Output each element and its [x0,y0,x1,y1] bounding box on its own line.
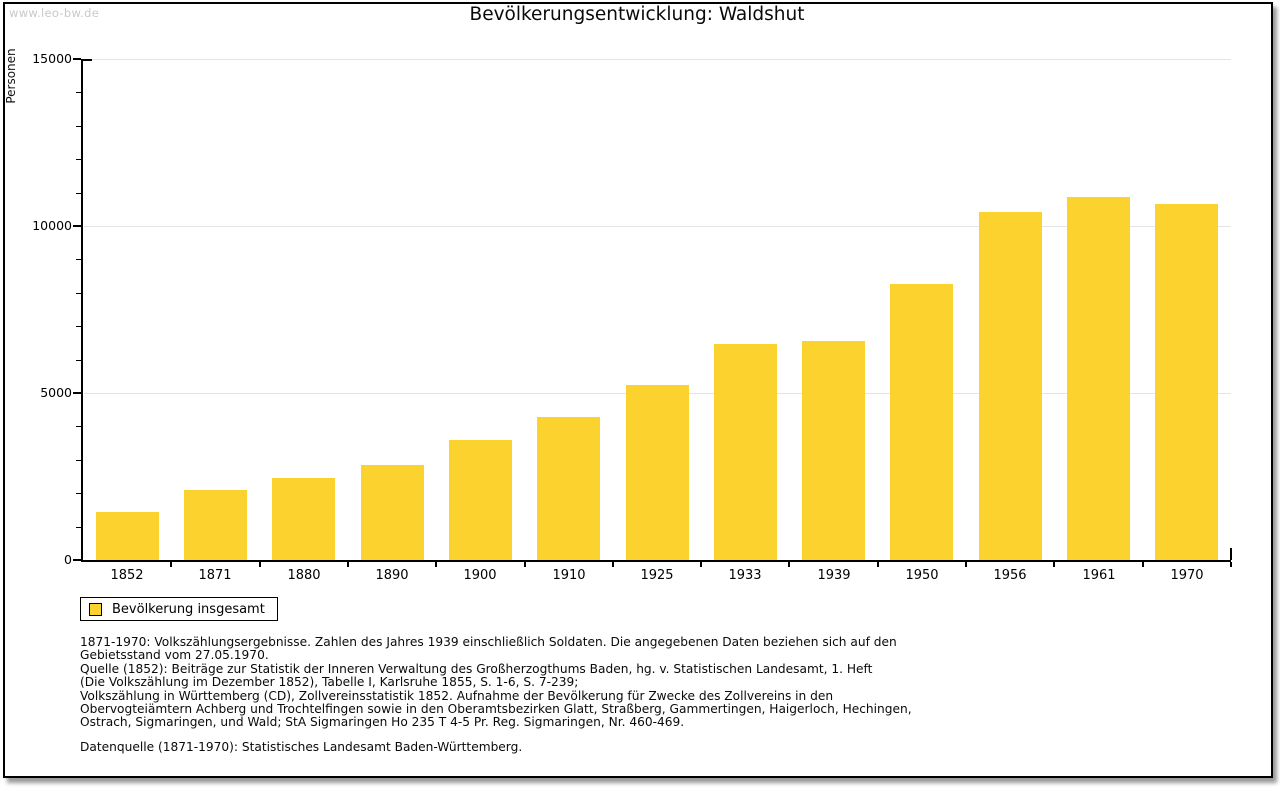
x-label-1880: 1880 [287,568,321,583]
x-tick-5 [524,562,526,567]
x-label-1961: 1961 [1082,568,1116,583]
x-tick-7 [700,562,702,567]
x-tick-8 [788,562,790,567]
bar-1950 [890,283,954,560]
x-tick-13 [1230,562,1232,567]
x-label-1852: 1852 [110,568,144,583]
y-major-tick-15000 [73,58,81,60]
watermark-url: www.leo-bw.de [9,6,100,20]
y-major-tick-5000 [73,392,81,394]
y-minor-tick-3000 [76,460,81,461]
y-tick-label-5000: 5000 [40,385,72,400]
x-label-1910: 1910 [552,568,586,583]
footnote-line: Gebietsstand vom 27.05.1970. [80,648,269,663]
gridline-10000 [84,226,1231,227]
y-minor-tick-11000 [76,193,81,194]
y-minor-tick-7000 [76,326,81,327]
y-minor-tick-9000 [76,259,81,260]
x-label-1890: 1890 [375,568,409,583]
x-tick-11 [1053,562,1055,567]
y-minor-tick-4000 [76,426,81,427]
x-tick-2 [259,562,261,567]
x-label-1871: 1871 [198,568,232,583]
x-axis-line [81,560,1231,562]
bar-1900 [448,440,512,560]
x-tick-10 [965,562,967,567]
legend-box: Bevölkerung insgesamt [80,597,278,621]
bar-1871 [183,489,247,560]
y-major-tick-10000 [73,225,81,227]
x-label-1925: 1925 [640,568,674,583]
footnote-block-2: Datenquelle (1871-1970): Statistisches L… [80,739,912,754]
y-tick-label-10000: 10000 [32,218,72,233]
legend-label: Bevölkerung insgesamt [112,601,265,617]
bar-1880 [272,477,336,560]
footnote-line: Quelle (1852): Beiträge zur Statistik de… [80,661,873,676]
y-major-tick-0 [73,559,81,561]
bar-1970 [1155,203,1219,560]
gridline-15000 [84,59,1231,60]
footnote-line: Obervogteiämtern Achberg und Trochtelfin… [80,702,912,717]
legend-swatch-icon [89,602,102,616]
bar-1890 [360,465,424,560]
y-minor-tick-2000 [76,493,81,494]
x-tick-1 [170,562,172,567]
footnote-line: 1871-1970: Volkszählungsergebnisse. Zahl… [80,635,897,649]
footnote-line: (Die Volkszählung im Dezember 1852), Tab… [80,675,579,690]
x-label-1939: 1939 [817,568,851,583]
y-minor-tick-12000 [76,159,81,160]
bar-1852 [95,511,159,560]
x-axis-end-nub [1230,548,1232,560]
bar-1939 [802,341,866,560]
x-tick-4 [435,562,437,567]
footnote-line: Ostrach, Sigmaringen, und Wald; StA Sigm… [80,715,685,730]
y-tick-label-0: 0 [64,552,72,567]
footnote-line: Volkszählung in Württemberg (CD), Zollve… [80,688,834,703]
y-axis-line [81,59,83,562]
footnotes: 1871-1970: Volkszählungsergebnisse. Zahl… [80,635,912,765]
x-label-1900: 1900 [463,568,497,583]
x-tick-3 [347,562,349,567]
x-label-1956: 1956 [993,568,1027,583]
y-minor-tick-1000 [76,527,81,528]
footnote-line: Datenquelle (1871-1970): Statistisches L… [80,739,523,754]
y-minor-tick-6000 [76,360,81,361]
x-label-1970: 1970 [1170,568,1204,583]
x-label-1933: 1933 [728,568,762,583]
chart-title: Bevölkerungsentwicklung: Waldshut [469,4,805,25]
bar-1961 [1067,197,1131,560]
x-tick-9 [877,562,879,567]
y-minor-tick-8000 [76,293,81,294]
y-tick-label-15000: 15000 [32,51,72,66]
y-axis-top-nub [83,59,92,61]
x-tick-12 [1142,562,1144,567]
x-label-1950: 1950 [905,568,939,583]
footnote-block-1: 1871-1970: Volkszählungsergebnisse. Zahl… [80,635,912,730]
bar-1925 [625,384,689,560]
y-minor-tick-13000 [76,126,81,127]
y-minor-tick-14000 [76,92,81,93]
bar-1910 [537,417,601,560]
x-tick-6 [612,562,614,567]
bar-1933 [713,343,777,560]
bar-1956 [978,211,1042,560]
